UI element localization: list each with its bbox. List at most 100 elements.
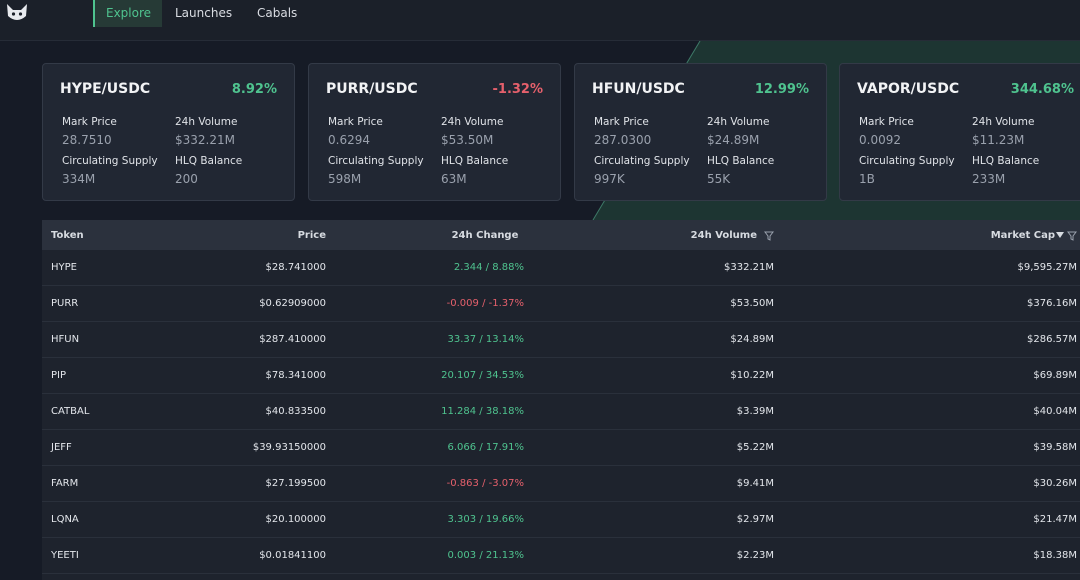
price: $0.01841100 xyxy=(259,550,326,561)
field-label: Circulating Supply xyxy=(859,155,955,167)
field-value: 233M xyxy=(972,172,1006,186)
field-value: 287.0300 xyxy=(594,133,652,147)
token-row[interactable]: LQNA $20.100000 3.303 / 19.66% $2.97M $21.47… xyxy=(42,502,1080,538)
market-cap: $286.57M xyxy=(1027,334,1077,345)
field-label: Circulating Supply xyxy=(594,155,690,167)
price: $40.833500 xyxy=(265,406,326,417)
token-row[interactable]: PURR $0.62909000 -0.009 / -1.37% $53.50M $37… xyxy=(42,286,1080,322)
field-label: Mark Price xyxy=(594,116,649,128)
volume-filter[interactable] xyxy=(764,231,774,241)
volume: $24.89M xyxy=(730,334,774,345)
token-row[interactable]: CATBAL $40.833500 11.284 / 38.18% $3.39M $40… xyxy=(42,394,1080,430)
market-card[interactable]: HFUN/USDC 12.99% Mark Price 287.0300 24h Vol… xyxy=(574,63,827,201)
logo[interactable] xyxy=(4,2,30,24)
market-card[interactable]: PURR/USDC -1.32% Mark Price 0.6294 24h Volum… xyxy=(308,63,561,201)
pair-name: PURR/USDC xyxy=(326,81,418,97)
token-row[interactable]: FARM $27.199500 -0.863 / -3.07% $9.41M $30.2… xyxy=(42,466,1080,502)
market-cap: $18.38M xyxy=(1033,550,1077,561)
volume: $2.23M xyxy=(736,550,774,561)
price: $20.100000 xyxy=(265,514,326,525)
market-cap: $39.58M xyxy=(1033,442,1077,453)
nav-tab[interactable]: Cabals xyxy=(257,6,298,20)
market-card[interactable]: HYPE/USDC 8.92% Mark Price 28.7510 24h Volum… xyxy=(42,63,295,201)
field-value: $332.21M xyxy=(175,133,235,147)
field-label: Circulating Supply xyxy=(62,155,158,167)
token-name: LQNA xyxy=(51,514,79,525)
field-label: HLQ Balance xyxy=(972,155,1040,167)
pair-name: HYPE/USDC xyxy=(60,81,151,97)
field-value: 28.7510 xyxy=(62,133,112,147)
change: 20.107 / 34.53% xyxy=(441,370,524,381)
column-header[interactable]: Price xyxy=(297,230,326,241)
field-label: HLQ Balance xyxy=(175,155,243,167)
token-name: FARM xyxy=(51,478,79,489)
token-row[interactable]: HYPE $28.741000 2.344 / 8.88% $332.21M $9,59… xyxy=(42,250,1080,286)
change: 6.066 / 17.91% xyxy=(447,442,524,453)
field-label: Circulating Supply xyxy=(328,155,424,167)
price: $28.741000 xyxy=(265,262,326,273)
volume: $3.39M xyxy=(736,406,774,417)
field-value: $11.23M xyxy=(972,133,1025,147)
market-card[interactable]: VAPOR/USDC 344.68% Mark Price 0.0092 24h Vol… xyxy=(839,63,1080,201)
price: $0.62909000 xyxy=(259,298,326,309)
field-value: 63M xyxy=(441,172,467,186)
change: 0.003 / 21.13% xyxy=(447,550,524,561)
pair-name: VAPOR/USDC xyxy=(857,81,960,97)
field-value: 334M xyxy=(62,172,96,186)
field-value: 0.6294 xyxy=(328,133,370,147)
token-name: PIP xyxy=(51,370,67,381)
token-name: CATBAL xyxy=(51,406,90,417)
market-cap: $69.89M xyxy=(1033,370,1077,381)
column-header[interactable]: 24h Change xyxy=(451,230,519,241)
field-value: 55K xyxy=(707,172,731,186)
sort-indicator[interactable] xyxy=(1056,231,1064,239)
token-name: YEETI xyxy=(51,550,79,561)
volume: $2.97M xyxy=(736,514,774,525)
price-change: 12.99% xyxy=(754,82,809,97)
price: $27.199500 xyxy=(265,478,326,489)
market-cap: $40.04M xyxy=(1033,406,1077,417)
token-name: JEFF xyxy=(51,442,72,453)
column-header[interactable]: Market Cap xyxy=(990,230,1055,241)
price: $78.341000 xyxy=(265,370,326,381)
field-label: HLQ Balance xyxy=(441,155,509,167)
field-value: 997K xyxy=(594,172,625,186)
market-cap: $9,595.27M xyxy=(1017,262,1077,273)
market-cap-filter[interactable] xyxy=(1067,231,1077,241)
change: -0.009 / -1.37% xyxy=(446,298,524,309)
field-label: Mark Price xyxy=(328,116,383,128)
field-label: 24h Volume xyxy=(972,116,1035,128)
column-header[interactable]: Token xyxy=(51,230,84,241)
token-name: PURR xyxy=(51,298,79,309)
token-name: HYPE xyxy=(51,262,77,273)
nav-tab[interactable]: Launches xyxy=(175,6,233,20)
token-row[interactable]: HFUN $287.410000 33.37 / 13.14% $24.89M $286… xyxy=(42,322,1080,358)
field-label: Mark Price xyxy=(62,116,117,128)
field-label: 24h Volume xyxy=(441,116,504,128)
change: 3.303 / 19.66% xyxy=(447,514,524,525)
top-nav: Explore Launches Cabals xyxy=(0,0,1080,41)
volume: $10.22M xyxy=(730,370,774,381)
token-row[interactable]: PIP $78.341000 20.107 / 34.53% $10.22M $69.8… xyxy=(42,358,1080,394)
field-value: 598M xyxy=(328,172,362,186)
column-header[interactable]: 24h Volume xyxy=(690,230,757,241)
token-row[interactable]: YEETI $0.01841100 0.003 / 21.13% $2.23M $18.… xyxy=(42,538,1080,574)
pair-name: HFUN/USDC xyxy=(592,81,685,97)
field-label: 24h Volume xyxy=(707,116,770,128)
price-change: 8.92% xyxy=(231,82,277,97)
market-cap: $21.47M xyxy=(1033,514,1077,525)
token-row[interactable]: JEFF $39.93150000 6.066 / 17.91% $5.22M $39.… xyxy=(42,430,1080,466)
change: 2.344 / 8.88% xyxy=(453,262,524,273)
field-value: $53.50M xyxy=(441,133,494,147)
volume: $9.41M xyxy=(736,478,774,489)
table-header: Token Price 24h Change 24h Volume Market Cap xyxy=(42,220,1080,250)
market-cap: $376.16M xyxy=(1027,298,1077,309)
volume: $332.21M xyxy=(724,262,774,273)
change: 33.37 / 13.14% xyxy=(447,334,524,345)
price-change: -1.32% xyxy=(492,82,544,97)
change: -0.863 / -3.07% xyxy=(446,478,524,489)
price-change: 344.68% xyxy=(1010,82,1074,97)
nav-tab[interactable]: Explore xyxy=(93,0,163,27)
token-name: HFUN xyxy=(51,334,80,345)
